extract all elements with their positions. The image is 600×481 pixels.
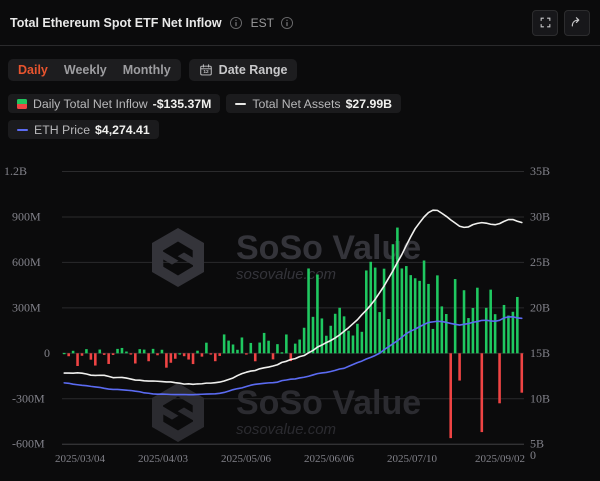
svg-text:SoSo Value: SoSo Value bbox=[236, 384, 421, 422]
svg-text:600M: 600M bbox=[12, 255, 41, 269]
svg-text:sosovalue.com: sosovalue.com bbox=[236, 266, 336, 283]
svg-text:900M: 900M bbox=[12, 210, 41, 224]
svg-text:15B: 15B bbox=[530, 346, 550, 360]
svg-text:20B: 20B bbox=[530, 300, 550, 314]
svg-text:-300M: -300M bbox=[12, 391, 45, 405]
svg-text:2025/03/04: 2025/03/04 bbox=[55, 453, 106, 465]
svg-text:-600M: -600M bbox=[12, 437, 45, 451]
svg-text:2025/04/03: 2025/04/03 bbox=[138, 453, 189, 465]
svg-text:sosovalue.com: sosovalue.com bbox=[236, 421, 336, 438]
svg-text:25B: 25B bbox=[530, 255, 550, 269]
svg-text:2025/09/02: 2025/09/02 bbox=[475, 453, 525, 465]
svg-text:30B: 30B bbox=[530, 210, 550, 224]
svg-text:300M: 300M bbox=[12, 300, 41, 314]
svg-text:35B: 35B bbox=[530, 164, 550, 178]
svg-text:0: 0 bbox=[530, 448, 536, 462]
svg-text:2025/05/06: 2025/05/06 bbox=[221, 453, 272, 465]
svg-text:1.2B: 1.2B bbox=[4, 164, 27, 178]
svg-text:2025/06/06: 2025/06/06 bbox=[304, 453, 355, 465]
svg-text:12: 12 bbox=[203, 69, 209, 75]
svg-text:2025/07/10: 2025/07/10 bbox=[387, 453, 438, 465]
svg-text:10B: 10B bbox=[530, 391, 550, 405]
svg-text:0: 0 bbox=[44, 346, 50, 360]
